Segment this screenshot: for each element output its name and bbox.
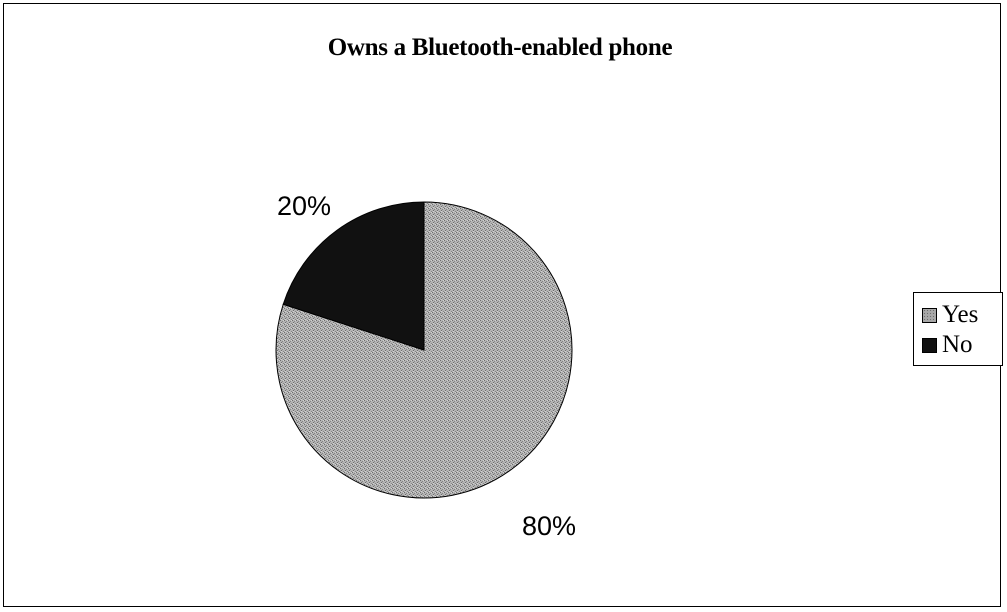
legend-swatch-no (922, 337, 937, 353)
pie-label-no: 20% (277, 191, 331, 221)
legend-item-no: No (922, 330, 973, 360)
legend-swatch-yes (922, 307, 937, 323)
pie-slice-no (282, 201, 425, 351)
legend-label-no: No (942, 331, 973, 358)
pie-label-yes: 80% (522, 511, 576, 541)
chart-title: Owns a Bluetooth-enabled phone (327, 34, 673, 61)
chart-legend: Yes No (913, 292, 1003, 366)
legend-item-yes: Yes (922, 300, 978, 330)
legend-label-yes: Yes (942, 301, 979, 328)
